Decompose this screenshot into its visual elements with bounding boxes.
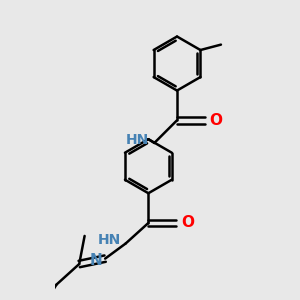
Text: HN: HN <box>98 233 122 247</box>
Text: O: O <box>181 215 194 230</box>
Text: N: N <box>89 253 102 268</box>
Text: HN: HN <box>126 133 149 147</box>
Text: O: O <box>209 113 222 128</box>
